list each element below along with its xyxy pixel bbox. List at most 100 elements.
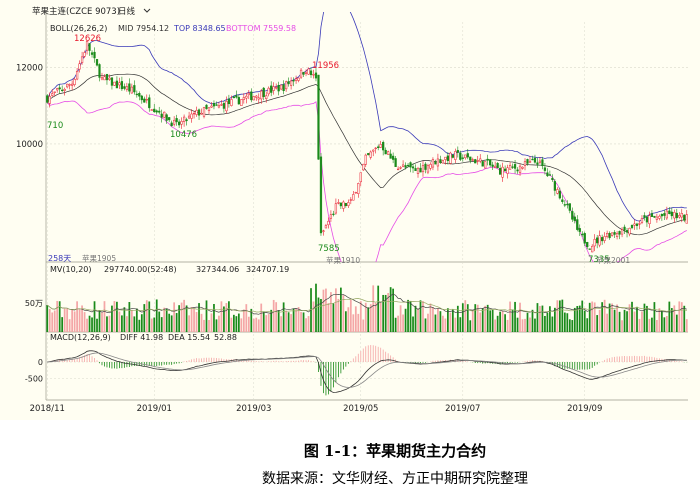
volume-bar (183, 299, 185, 332)
volume-bar (173, 302, 176, 332)
candle (275, 83, 278, 90)
candle-body (83, 52, 86, 57)
candle (583, 231, 586, 247)
candle (513, 159, 517, 174)
candle-body (372, 149, 375, 152)
candle (80, 51, 84, 65)
candle (354, 191, 357, 194)
candle (349, 197, 352, 205)
candle-body (282, 84, 285, 92)
candle-body (501, 166, 504, 178)
candle (551, 174, 554, 182)
volume-bar (332, 303, 335, 332)
candle-body (655, 216, 659, 220)
candle (118, 77, 121, 90)
volume-bar (529, 317, 531, 332)
volume-bar (307, 316, 310, 332)
volume-bar (369, 304, 372, 332)
volume-bar (633, 311, 636, 332)
volume-bar (168, 313, 171, 332)
candle (586, 241, 589, 250)
candle (245, 92, 248, 104)
candle (571, 207, 574, 222)
candle-body (648, 215, 651, 225)
candle (675, 208, 678, 221)
candle (399, 166, 402, 170)
candle-body (486, 158, 489, 161)
candle-body (237, 97, 240, 105)
volume-bar (322, 289, 325, 332)
candle-body (424, 163, 427, 170)
volume-bar (608, 303, 611, 332)
candle-body (466, 153, 469, 158)
candle (451, 154, 454, 159)
candle-body (620, 229, 624, 235)
candle-body (168, 117, 171, 121)
volume-bar (282, 302, 285, 332)
volume-bar (653, 302, 656, 332)
candle-body (643, 215, 646, 218)
volume-bar (262, 311, 265, 332)
volume-bar (145, 300, 148, 332)
candle-body (481, 161, 484, 167)
candle-body (270, 85, 273, 93)
candle-body (148, 97, 151, 109)
candle (267, 86, 270, 97)
candle (446, 152, 449, 165)
volume-bar (121, 315, 123, 332)
volume-bar (479, 312, 482, 332)
candle-body (250, 91, 253, 101)
volume-bar (190, 306, 193, 332)
candle-body (518, 165, 522, 173)
candle-body (354, 192, 357, 194)
candle-body (78, 63, 81, 70)
chart-panel: 10000 12000 2018/11 2019/01 2019/03 2019/05 20… (0, 0, 700, 420)
volume-bar (685, 319, 688, 332)
candle (190, 109, 193, 123)
candle (591, 244, 594, 253)
candle (615, 231, 619, 240)
candle-body (431, 159, 435, 168)
candle (489, 159, 492, 167)
candle (150, 109, 153, 111)
candle-body (426, 165, 430, 173)
candle-body (446, 155, 449, 162)
candle (606, 230, 609, 239)
volume-bar (76, 301, 78, 332)
volume-bar (484, 305, 487, 332)
volume-bar (566, 313, 569, 332)
contract-label-1: 苹果1905 (82, 253, 116, 263)
candle-body (277, 85, 280, 92)
candle (673, 209, 676, 223)
volume-bar (628, 304, 631, 332)
candle-body (113, 81, 116, 86)
candle-body (660, 214, 663, 217)
candle-body (225, 101, 228, 112)
candle (461, 154, 464, 162)
candle (558, 187, 561, 200)
candle (409, 161, 412, 173)
candle-body (128, 83, 131, 92)
candle-body (489, 159, 492, 166)
candle-body (182, 116, 186, 122)
candle (155, 109, 158, 115)
candle (66, 83, 69, 89)
volume-bar (516, 317, 519, 332)
candle (364, 153, 367, 168)
candle (143, 96, 146, 103)
candle-body (439, 159, 442, 163)
candle (464, 154, 467, 160)
volume-bar (404, 308, 407, 332)
candle (396, 166, 400, 171)
volume-bar (210, 313, 213, 332)
candle (576, 215, 579, 232)
candle (466, 149, 469, 160)
candle (252, 95, 255, 101)
candle-body (576, 219, 579, 230)
volume-bar (372, 285, 375, 332)
candle (88, 43, 91, 56)
candle-body (46, 95, 49, 103)
candle-body (192, 112, 196, 115)
volume-bar (61, 317, 64, 332)
volume-bar (53, 310, 56, 332)
